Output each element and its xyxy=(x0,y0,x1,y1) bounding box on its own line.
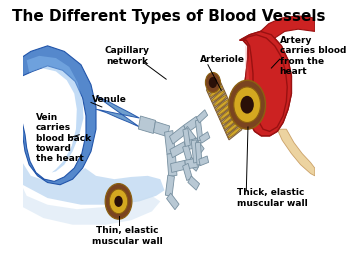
Polygon shape xyxy=(212,93,228,108)
Polygon shape xyxy=(138,116,155,133)
Text: Artery
carries blood
from the
heart: Artery carries blood from the heart xyxy=(280,36,346,76)
Polygon shape xyxy=(22,163,164,205)
Polygon shape xyxy=(223,116,238,131)
Polygon shape xyxy=(27,56,83,172)
Circle shape xyxy=(209,77,217,88)
Circle shape xyxy=(205,73,220,92)
Polygon shape xyxy=(196,110,208,123)
Polygon shape xyxy=(209,84,223,99)
Polygon shape xyxy=(206,79,222,94)
Circle shape xyxy=(234,87,260,122)
Ellipse shape xyxy=(211,91,224,101)
Text: Thick, elastic
muscular wall: Thick, elastic muscular wall xyxy=(237,188,308,208)
Ellipse shape xyxy=(220,109,233,120)
Polygon shape xyxy=(227,125,242,140)
Polygon shape xyxy=(240,31,292,136)
Text: Thin, elastic
muscular wall: Thin, elastic muscular wall xyxy=(92,226,163,246)
Ellipse shape xyxy=(210,86,223,97)
Polygon shape xyxy=(96,96,139,127)
Ellipse shape xyxy=(222,114,235,124)
Text: The Different Types of Blood Vessels: The Different Types of Blood Vessels xyxy=(12,9,326,24)
Polygon shape xyxy=(185,138,198,150)
Polygon shape xyxy=(211,89,225,103)
Polygon shape xyxy=(188,176,200,190)
Ellipse shape xyxy=(228,127,241,138)
Polygon shape xyxy=(167,193,179,210)
Polygon shape xyxy=(217,102,232,117)
Polygon shape xyxy=(199,156,209,166)
Polygon shape xyxy=(22,46,96,185)
Polygon shape xyxy=(183,144,192,162)
Polygon shape xyxy=(183,128,190,147)
Text: Capillary
network: Capillary network xyxy=(104,46,149,65)
Text: Arteriole: Arteriole xyxy=(201,55,245,64)
Polygon shape xyxy=(167,153,177,176)
Polygon shape xyxy=(169,125,187,144)
Polygon shape xyxy=(22,187,160,225)
Circle shape xyxy=(105,184,132,219)
Polygon shape xyxy=(219,107,234,122)
Polygon shape xyxy=(240,31,292,136)
Ellipse shape xyxy=(216,100,229,111)
Polygon shape xyxy=(195,142,202,165)
Polygon shape xyxy=(164,131,175,155)
Circle shape xyxy=(114,196,123,207)
Polygon shape xyxy=(225,120,240,135)
Polygon shape xyxy=(170,142,187,158)
Ellipse shape xyxy=(214,95,226,106)
Polygon shape xyxy=(195,120,203,141)
Polygon shape xyxy=(277,129,315,176)
Text: Venule: Venule xyxy=(92,95,127,104)
Circle shape xyxy=(229,80,266,129)
Circle shape xyxy=(240,96,254,114)
Polygon shape xyxy=(183,126,196,143)
Ellipse shape xyxy=(226,123,239,133)
Polygon shape xyxy=(185,158,198,169)
Circle shape xyxy=(109,189,128,214)
Polygon shape xyxy=(245,46,256,122)
Polygon shape xyxy=(199,132,210,143)
Polygon shape xyxy=(221,111,236,126)
Ellipse shape xyxy=(208,82,220,92)
Polygon shape xyxy=(188,157,200,171)
Text: Vein
carries
blood back
toward
the heart: Vein carries blood back toward the heart xyxy=(36,113,91,163)
Ellipse shape xyxy=(218,104,231,115)
Polygon shape xyxy=(183,163,192,181)
Polygon shape xyxy=(215,98,230,112)
Polygon shape xyxy=(191,140,199,163)
Polygon shape xyxy=(260,16,315,43)
Ellipse shape xyxy=(224,118,237,129)
Polygon shape xyxy=(154,122,170,137)
Polygon shape xyxy=(192,138,204,154)
Polygon shape xyxy=(170,160,186,172)
Polygon shape xyxy=(165,175,174,197)
Polygon shape xyxy=(184,116,199,133)
